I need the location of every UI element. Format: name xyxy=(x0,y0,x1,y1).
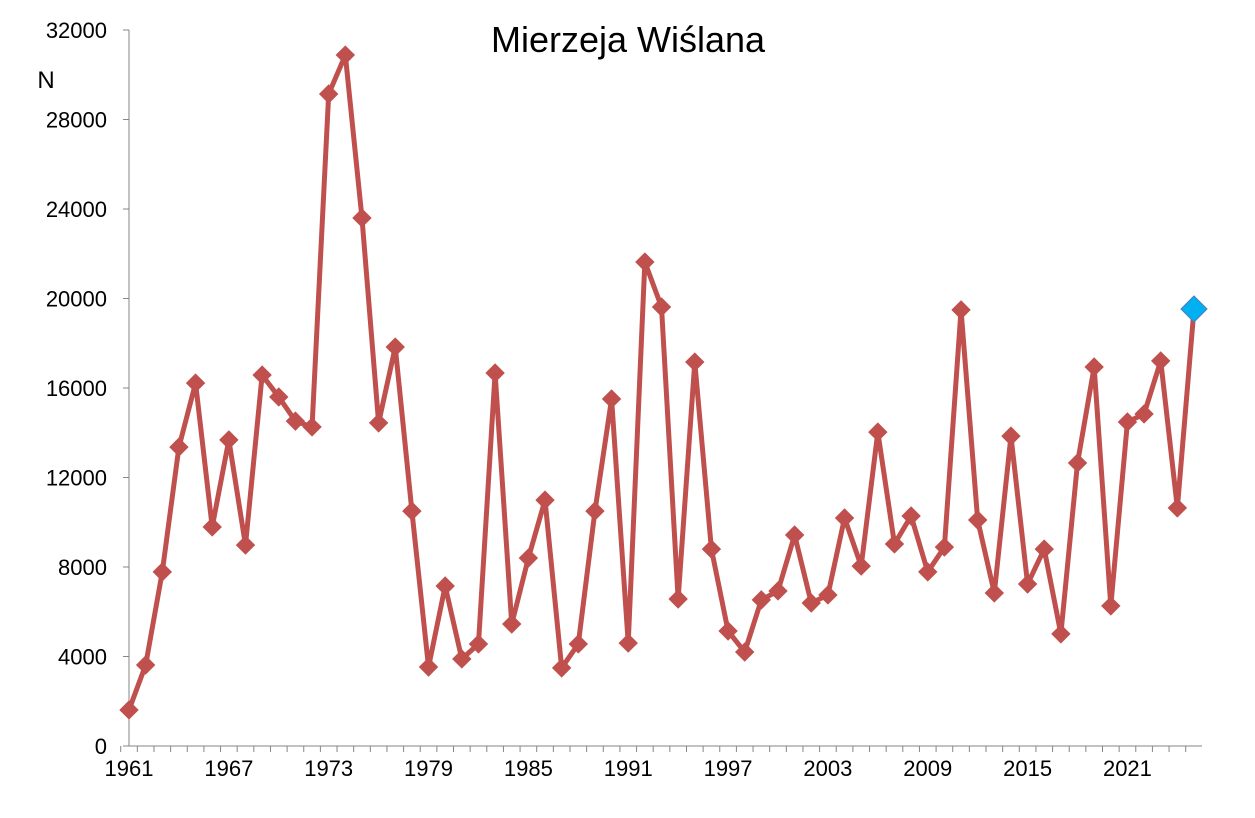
data-point-2010 xyxy=(934,537,955,557)
data-point-1998 xyxy=(734,642,755,662)
data-point-2011 xyxy=(951,300,971,320)
data-point-2020 xyxy=(1101,596,1121,616)
data-point-1997 xyxy=(718,621,738,641)
data-point-2014 xyxy=(1001,426,1021,446)
data-point-1991 xyxy=(618,633,638,653)
data-point-2004 xyxy=(834,508,855,528)
data-point-1970 xyxy=(269,387,289,407)
data-point-1974 xyxy=(335,45,356,65)
x-tick-label: 2015 xyxy=(1003,756,1052,781)
data-point-1967 xyxy=(219,430,239,450)
data-point-2022 xyxy=(1134,404,1154,424)
x-tick-label: 1961 xyxy=(105,756,154,781)
data-point-2002 xyxy=(801,593,821,613)
data-point-1984 xyxy=(502,614,522,634)
data-point-1977 xyxy=(385,337,405,357)
data-point-1968 xyxy=(235,535,256,555)
data-point-1971 xyxy=(285,411,306,431)
data-point-1963 xyxy=(152,562,172,582)
data-point-2016 xyxy=(1034,539,1054,559)
data-point-2021 xyxy=(1117,412,1138,432)
data-point-1975 xyxy=(352,208,372,228)
y-tick-label: 20000 xyxy=(46,287,107,312)
data-point-1994 xyxy=(668,589,688,609)
data-point-1999 xyxy=(751,590,772,610)
y-tick-label: 8000 xyxy=(58,555,107,580)
data-point-1962 xyxy=(135,655,156,675)
data-point-2015 xyxy=(1017,574,1038,594)
data-point-2001 xyxy=(784,525,805,545)
y-tick-label: 4000 xyxy=(58,645,107,670)
x-tick-label: 1967 xyxy=(204,756,253,781)
data-point-1992 xyxy=(635,252,655,272)
data-point-1983 xyxy=(485,363,505,383)
data-point-1965 xyxy=(185,373,206,393)
data-point-1986 xyxy=(535,490,555,510)
chart-title: Mierzeja Wiślana xyxy=(491,19,766,60)
data-point-2025 xyxy=(1180,295,1208,323)
data-point-2024 xyxy=(1167,498,1188,518)
data-point-1981 xyxy=(452,649,472,669)
data-point-2008 xyxy=(901,506,921,526)
data-point-1987 xyxy=(551,658,572,678)
data-point-2000 xyxy=(768,581,788,601)
data-point-1985 xyxy=(518,548,539,568)
x-tick-label: 2009 xyxy=(903,756,952,781)
data-point-1990 xyxy=(601,389,622,409)
y-tick-label: 12000 xyxy=(46,466,107,491)
series-line xyxy=(126,52,1197,711)
x-tick-label: 1997 xyxy=(704,756,753,781)
data-point-2003 xyxy=(818,585,838,605)
data-point-2012 xyxy=(967,510,988,530)
data-point-2009 xyxy=(918,562,938,582)
y-axis-label: N xyxy=(37,67,54,94)
data-point-1988 xyxy=(568,634,589,654)
x-tick-label: 1973 xyxy=(304,756,353,781)
data-point-2023 xyxy=(1151,351,1171,371)
data-point-2018 xyxy=(1067,453,1088,473)
data-point-1979 xyxy=(418,657,439,677)
data-point-2017 xyxy=(1051,624,1071,644)
data-point-1980 xyxy=(435,576,455,596)
data-point-1989 xyxy=(585,501,605,521)
data-point-1969 xyxy=(252,365,272,385)
y-tick-label: 24000 xyxy=(46,197,107,222)
x-tick-label: 1979 xyxy=(404,756,453,781)
y-tick-label: 0 xyxy=(95,734,107,759)
data-point-1993 xyxy=(651,297,672,317)
x-tick-label: 1985 xyxy=(504,756,553,781)
y-tick-label: 28000 xyxy=(46,108,107,133)
data-point-1966 xyxy=(202,517,222,537)
x-tick-label: 2003 xyxy=(803,756,852,781)
data-point-1973 xyxy=(318,84,339,104)
data-point-2007 xyxy=(884,534,905,554)
y-tick-label: 16000 xyxy=(46,376,107,401)
x-tick-label: 1991 xyxy=(604,756,653,781)
data-point-1964 xyxy=(169,437,189,457)
data-point-1996 xyxy=(701,539,722,559)
data-point-2013 xyxy=(984,583,1005,603)
y-tick-label: 32000 xyxy=(46,18,107,43)
data-point-1972 xyxy=(302,417,322,437)
data-point-1982 xyxy=(468,634,489,654)
data-point-1976 xyxy=(368,413,389,433)
data-point-1961 xyxy=(119,700,139,720)
data-point-2019 xyxy=(1084,357,1104,377)
data-point-1995 xyxy=(685,352,705,372)
x-tick-label: 2021 xyxy=(1103,756,1152,781)
data-point-2005 xyxy=(851,556,871,576)
data-point-2006 xyxy=(868,422,888,442)
data-point-1978 xyxy=(402,501,422,521)
